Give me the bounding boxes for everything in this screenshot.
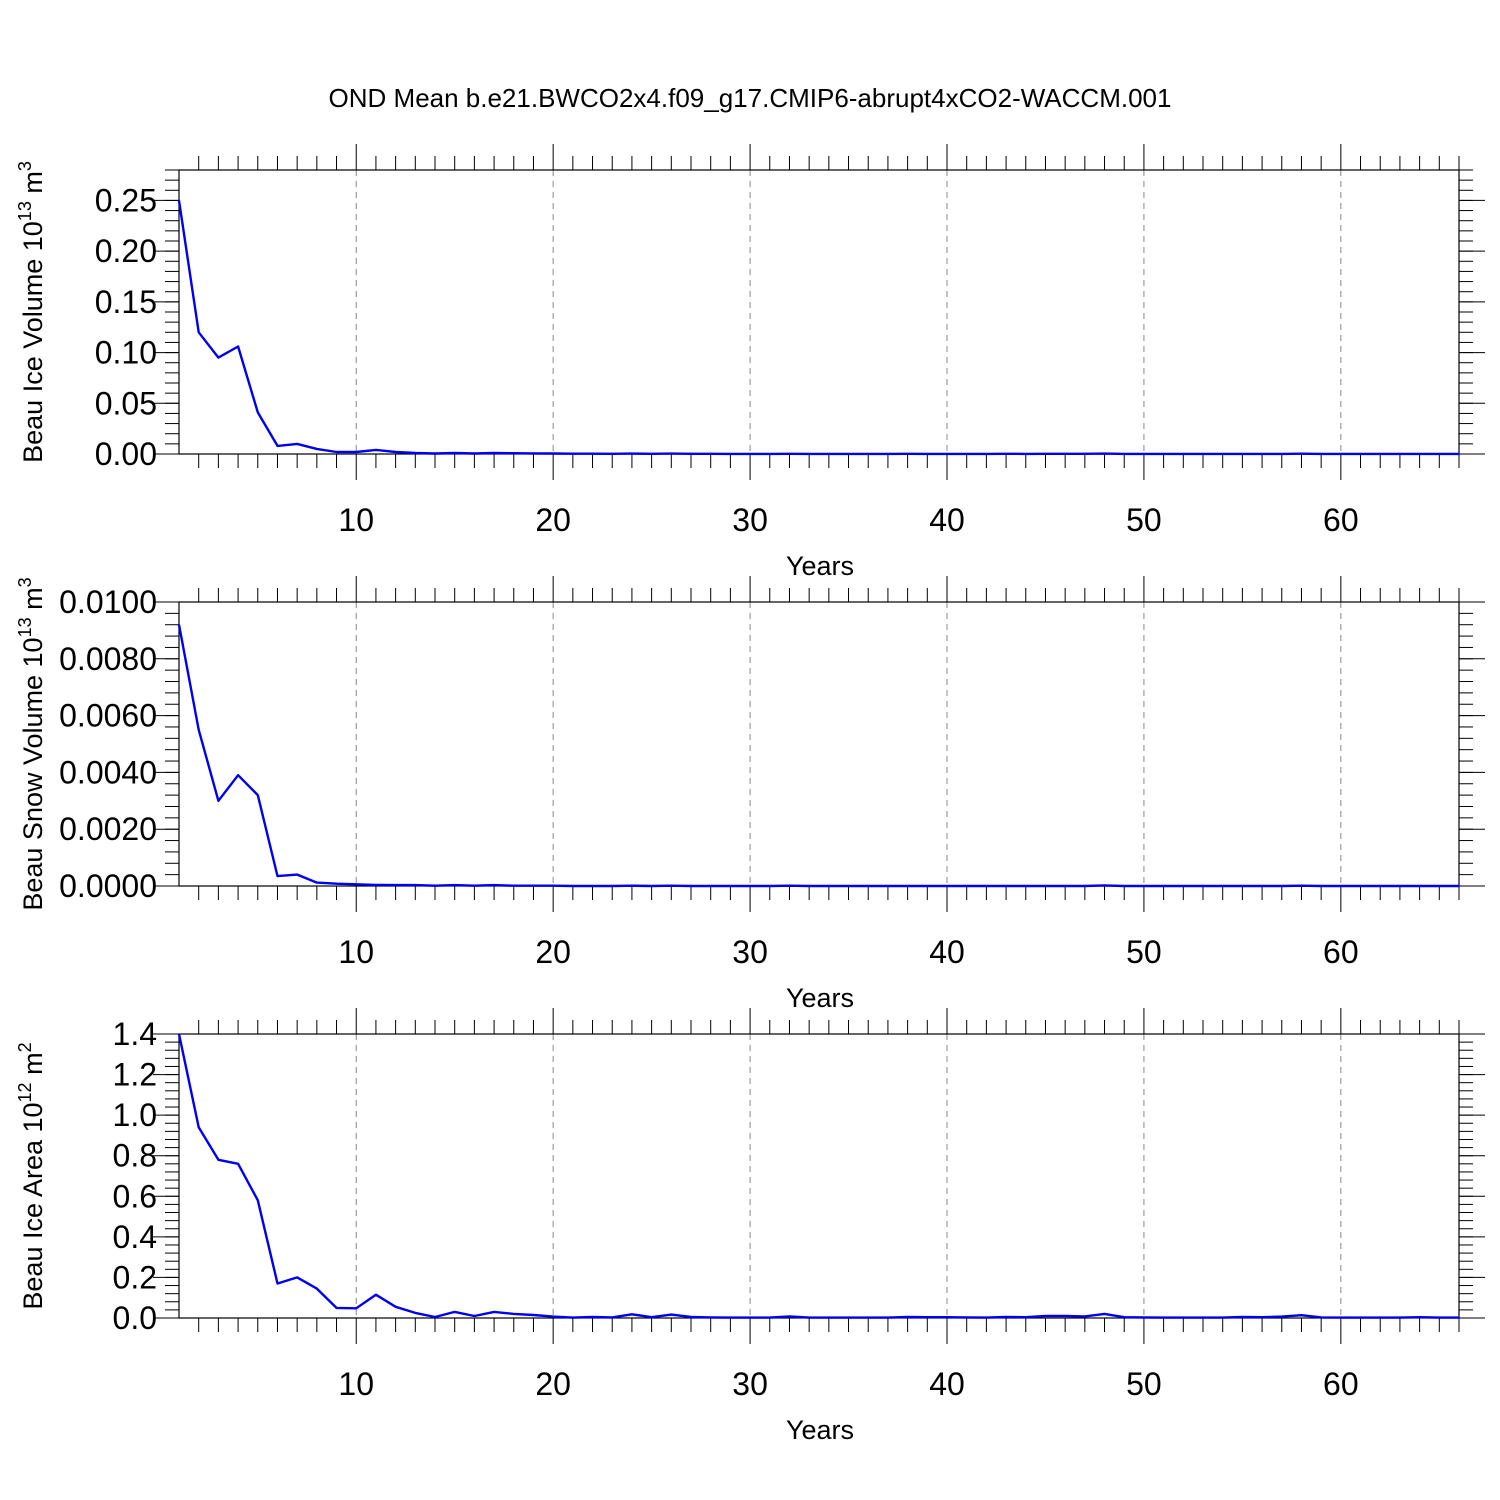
y-tick-label: 0.00	[95, 436, 157, 472]
panel-snow-volume: 10 20 30 40 50 60 Years 0.0000 0.0020 0.0040 0.006…	[15, 576, 1485, 1013]
x-tick-label: 20	[535, 934, 571, 970]
y-axis-label: Beau Ice Volume 1013 m3	[15, 161, 48, 463]
y-tick-label: 1.0	[113, 1097, 157, 1133]
y-tick-label: 1.4	[113, 1016, 157, 1052]
y-tick-label: 0.20	[95, 233, 157, 269]
y-axis-label: Beau Ice Area 1012 m2	[15, 1042, 48, 1309]
y-tick-label: 0.0000	[59, 868, 157, 904]
x-axis-label: Years	[786, 983, 854, 1013]
y-tick-label: 0.05	[95, 385, 157, 421]
y-tick-label: 0.0100	[59, 584, 157, 620]
x-tick-label: 40	[929, 502, 965, 538]
x-tick-label: 50	[1126, 502, 1162, 538]
y-tick-label: 0.2	[113, 1259, 157, 1295]
x-tick-label: 60	[1323, 934, 1359, 970]
x-tick-label: 40	[929, 934, 965, 970]
panel-ice-area: 10 20 30 40 50 60 Years 0.0 0.2 0.4 0.6 0.8 1.0 1.2 1.…	[15, 1008, 1485, 1445]
y-tick-label: 0.0080	[59, 641, 157, 677]
x-tick-label: 60	[1323, 1366, 1359, 1402]
x-tick-label: 50	[1126, 1366, 1162, 1402]
series-line	[177, 200, 1459, 456]
x-tick-label: 10	[338, 502, 374, 538]
series-line	[177, 624, 1459, 888]
y-tick-label: 0.10	[95, 335, 157, 371]
y-tick-label: 0.6	[113, 1178, 157, 1214]
x-tick-label: 10	[338, 1366, 374, 1402]
y-tick-label: 0.8	[113, 1138, 157, 1174]
x-tick-label: 40	[929, 1366, 965, 1402]
figure-title: OND Mean b.e21.BWCO2x4.f09_g17.CMIP6-abr…	[329, 83, 1172, 113]
series-line	[177, 1033, 1459, 1319]
plot-frame	[178, 1033, 1460, 1319]
y-tick-label: 0.4	[113, 1219, 157, 1255]
y-tick-label: 0.0	[113, 1300, 157, 1336]
y-tick-label: 0.0020	[59, 811, 157, 847]
x-tick-label: 50	[1126, 934, 1162, 970]
y-tick-label: 0.0040	[59, 754, 157, 790]
y-axis-label: Beau Snow Volume 1013 m3	[15, 577, 48, 910]
x-tick-label: 30	[732, 934, 768, 970]
x-axis-label: Years	[786, 1415, 854, 1445]
y-tick-label: 0.15	[95, 284, 157, 320]
panel-ice-volume: 10 20 30 40 50 60 Years 0.00 0.05 0.10 0.15 0.20 0.2…	[15, 144, 1485, 581]
x-tick-label: 30	[732, 502, 768, 538]
y-tick-label: 1.2	[113, 1057, 157, 1093]
plot-frame	[178, 169, 1460, 455]
x-tick-label: 30	[732, 1366, 768, 1402]
x-tick-label: 20	[535, 1366, 571, 1402]
x-tick-label: 60	[1323, 502, 1359, 538]
y-tick-label: 0.25	[95, 182, 157, 218]
plot-frame	[178, 601, 1460, 887]
x-tick-label: 10	[338, 934, 374, 970]
x-axis-label: Years	[786, 551, 854, 581]
x-tick-label: 20	[535, 502, 571, 538]
y-tick-label: 0.0060	[59, 698, 157, 734]
